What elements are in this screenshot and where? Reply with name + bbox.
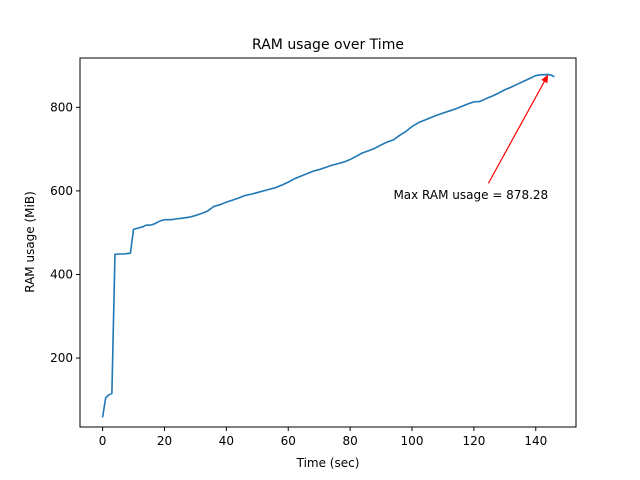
y-tick-label: 200 bbox=[50, 351, 73, 365]
x-axis-label: Time (sec) bbox=[296, 456, 360, 470]
y-axis-label: RAM usage (MiB) bbox=[23, 191, 37, 293]
y-tick-label: 800 bbox=[50, 100, 73, 114]
y-tick-label: 400 bbox=[50, 267, 73, 281]
max-annotation: Max RAM usage = 878.28 bbox=[393, 74, 549, 202]
y-axis-ticks: 200 400 600 800 bbox=[50, 100, 80, 365]
x-tick-label: 40 bbox=[219, 434, 234, 448]
x-tick-label: 140 bbox=[524, 434, 547, 448]
plot-area bbox=[101, 73, 555, 418]
annotation-arrow-head bbox=[541, 74, 549, 84]
chart-title: RAM usage over Time bbox=[252, 37, 404, 53]
axes-frame bbox=[79, 57, 577, 428]
y-tick-label: 600 bbox=[50, 184, 73, 198]
x-tick-label: 20 bbox=[157, 434, 172, 448]
annotation-arrow-line bbox=[487, 81, 545, 184]
x-axis-ticks: 0 20 40 60 80 100 120 140 bbox=[99, 427, 547, 448]
x-tick-label: 0 bbox=[99, 434, 107, 448]
annotation-text: Max RAM usage = 878.28 bbox=[393, 188, 548, 202]
x-tick-label: 60 bbox=[281, 434, 296, 448]
x-tick-label: 80 bbox=[342, 434, 357, 448]
x-tick-label: 120 bbox=[462, 434, 485, 448]
ram-usage-line bbox=[101, 73, 555, 418]
x-tick-label: 100 bbox=[401, 434, 424, 448]
